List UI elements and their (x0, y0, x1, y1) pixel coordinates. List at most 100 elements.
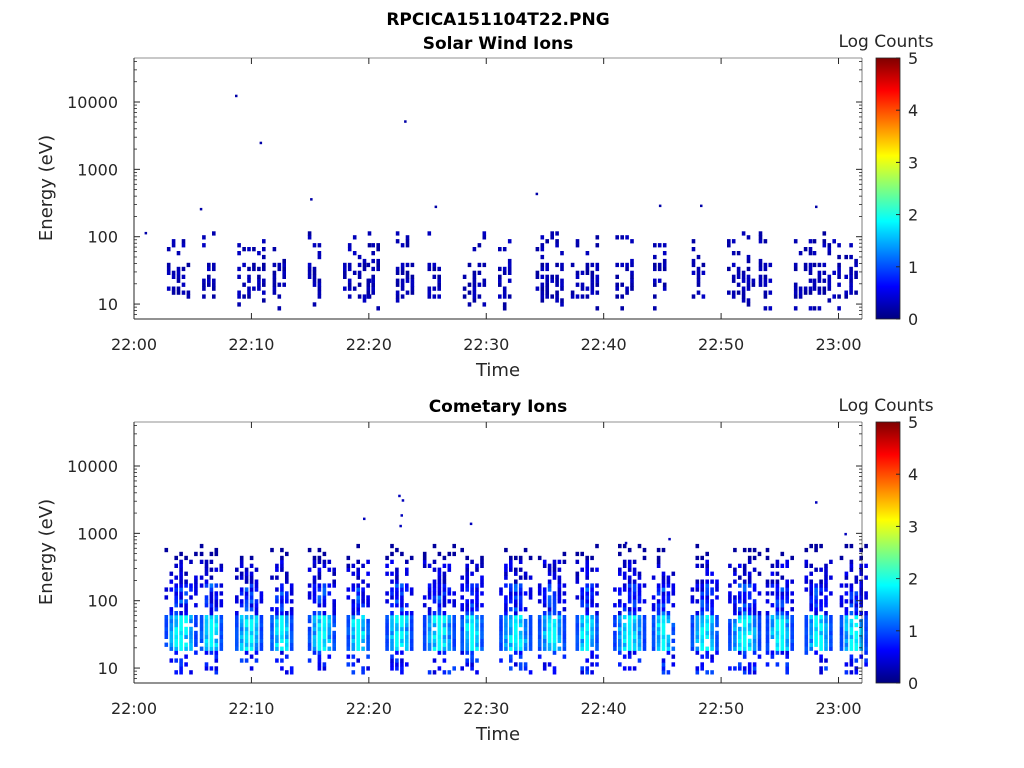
heatmap-cell (390, 626, 394, 632)
heatmap-cell (829, 642, 833, 647)
heatmap-cell (540, 262, 545, 268)
heatmap-cell (523, 666, 528, 671)
heatmap-cell (409, 618, 414, 624)
heatmap-cell (366, 278, 371, 283)
heatmap-cell (289, 618, 294, 624)
heatmap-cell (204, 563, 209, 568)
heatmap-cell (854, 634, 859, 639)
heatmap-cell (537, 618, 542, 624)
heatmap-cell (741, 294, 746, 299)
scatter-point (624, 541, 628, 545)
heatmap-cell (332, 583, 336, 588)
heatmap-cell (470, 646, 474, 651)
heatmap-cell (695, 599, 700, 604)
x-tick-label: 22:40 (581, 335, 627, 354)
heatmap-cell (427, 266, 432, 272)
heatmap-cell (480, 579, 484, 584)
heatmap-cell (775, 618, 780, 624)
heatmap-cell (620, 306, 624, 311)
heatmap-cell (854, 270, 858, 275)
y-tick-label: 10 (98, 295, 118, 314)
heatmap-cell (738, 595, 742, 600)
heatmap-cell (625, 266, 629, 272)
heatmap-cell (405, 278, 410, 283)
heatmap-cell (736, 251, 741, 256)
x-tick-label: 23:00 (815, 335, 861, 354)
heatmap-cell (332, 571, 336, 576)
heatmap-cell (366, 646, 370, 651)
heatmap-cell (570, 294, 575, 299)
heatmap-cell (798, 290, 803, 295)
heatmap-cell (864, 662, 868, 667)
heatmap-cell (499, 587, 503, 592)
heatmap-cell (637, 591, 642, 596)
heatmap-cell (518, 583, 523, 588)
heatmap-cell (547, 626, 552, 632)
heatmap-cell (422, 563, 427, 568)
heatmap-cell (765, 611, 770, 616)
heatmap-cell (477, 262, 482, 268)
heatmap-cell (785, 630, 789, 636)
heatmap-cell (775, 634, 780, 639)
heatmap-cell (502, 290, 507, 295)
heatmap-cell (710, 607, 714, 612)
heatmap-cell (518, 599, 523, 604)
heatmap-cell (235, 630, 239, 636)
heatmap-cell (239, 618, 244, 624)
y-tick-label: 10 (98, 659, 118, 678)
heatmap-cell (562, 583, 567, 588)
heatmap-cell (181, 274, 186, 279)
heatmap-cell (763, 294, 768, 299)
heatmap-cell (237, 243, 241, 248)
heatmap-cell (666, 646, 671, 651)
x-tick-label: 22:10 (228, 699, 274, 718)
heatmap-cell (666, 575, 671, 580)
heatmap-cell (184, 634, 188, 639)
heatmap-cell (249, 615, 254, 620)
heatmap-cell (770, 579, 775, 584)
heatmap-cell (552, 622, 557, 628)
heatmap-cell (475, 670, 479, 675)
heatmap-cell (432, 634, 437, 639)
heatmap-cell (427, 607, 432, 612)
heatmap-cell (184, 603, 188, 608)
heatmap-cell (442, 603, 447, 608)
heatmap-cell (710, 603, 714, 608)
heatmap-cell (580, 294, 585, 299)
heatmap-cell (184, 626, 188, 632)
heatmap-cell (557, 626, 562, 632)
heatmap-cell (356, 567, 360, 572)
heatmap-cell (518, 650, 523, 655)
heatmap-cell (259, 591, 264, 596)
heatmap-cell (627, 607, 632, 612)
heatmap-cell (285, 571, 289, 576)
heatmap-cell (580, 615, 584, 620)
heatmap-cell (809, 599, 813, 604)
heatmap-cell (849, 282, 853, 287)
heatmap-cell (804, 622, 809, 628)
heatmap-cell (390, 587, 394, 592)
heatmap-cell (809, 563, 813, 568)
heatmap-cell (715, 634, 719, 639)
heatmap-cell (204, 662, 209, 667)
heatmap-cell (343, 274, 347, 279)
heatmap-cell (839, 599, 844, 604)
heatmap-cell (690, 595, 695, 600)
heatmap-cell (509, 615, 513, 620)
heatmap-cell (627, 626, 632, 632)
heatmap-cell (537, 642, 542, 647)
heatmap-cell (390, 662, 394, 667)
heatmap-cell (839, 638, 844, 643)
heatmap-cell (590, 650, 594, 655)
heatmap-cell (518, 634, 523, 639)
heatmap-cell (432, 266, 437, 272)
heatmap-cell (422, 559, 427, 564)
heatmap-cell (282, 258, 286, 264)
colorbar-label-top: Log Counts (838, 32, 933, 52)
heatmap-cell (839, 630, 844, 636)
heatmap-cell (366, 666, 370, 671)
heatmap-cell (442, 618, 447, 624)
heatmap-cell (832, 294, 836, 299)
heatmap-cell (859, 591, 863, 596)
heatmap-cell (528, 595, 533, 600)
